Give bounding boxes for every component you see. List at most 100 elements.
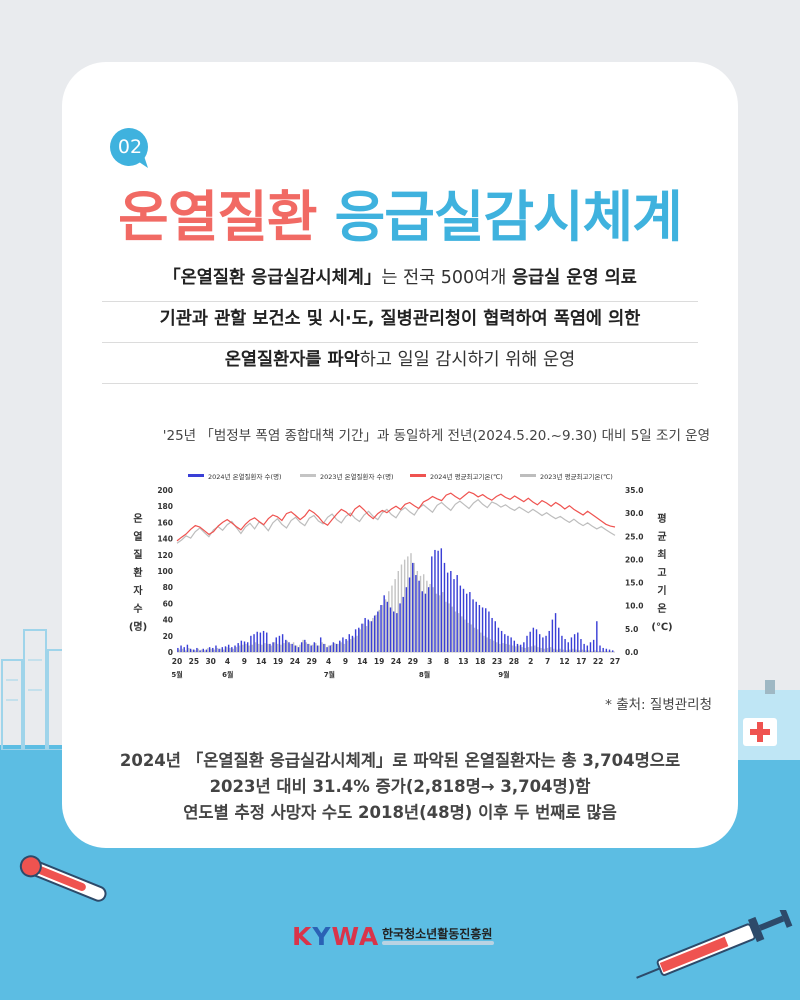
bar-2024 xyxy=(335,643,338,652)
description-line: 「온열질환 응급실감시체계」는 전국 500여개 응급실 운영 의료 xyxy=(102,262,698,302)
bar-2023 xyxy=(508,644,511,652)
bar-2024 xyxy=(491,617,493,652)
bar-2024 xyxy=(408,577,411,652)
bar-2024 xyxy=(437,550,439,652)
bar-2023 xyxy=(394,579,396,652)
bar-2024 xyxy=(354,629,357,652)
bar-2023 xyxy=(308,643,311,652)
y-left-tick-label: 160 xyxy=(157,518,173,527)
bar-2024 xyxy=(494,621,496,652)
bar-2024 xyxy=(608,649,611,652)
bar-2024 xyxy=(348,634,350,652)
bar-2023 xyxy=(188,647,190,652)
bar-2024 xyxy=(392,611,395,652)
bar-2024 xyxy=(532,627,535,652)
y-left-label-char: 열 xyxy=(133,530,142,543)
bar-2024 xyxy=(453,579,455,652)
bar-2024 xyxy=(450,571,452,652)
y-left-tick-label: 100 xyxy=(157,567,173,576)
bar-2024 xyxy=(218,648,220,652)
bar-2024 xyxy=(415,575,417,652)
bar-2024 xyxy=(510,637,512,652)
bar-2023 xyxy=(607,651,609,652)
summary-line: 2023년 대비 31.4% 증가(2,818명→ 3,704명)함 xyxy=(209,777,591,796)
x-tick-label: 24 xyxy=(391,657,401,666)
bar-2024 xyxy=(535,629,538,652)
speech-bubble-icon xyxy=(110,128,148,168)
logo-mark: KYWA xyxy=(292,922,379,951)
bar-2023 xyxy=(451,606,453,652)
bar-2024 xyxy=(580,639,582,652)
bar-2023 xyxy=(419,575,422,652)
bar-2023 xyxy=(372,617,374,652)
bar-2024 xyxy=(386,601,389,652)
bar-2023 xyxy=(505,643,507,652)
x-tick-label: 23 xyxy=(492,657,502,666)
legend-label: 2024년 온열질환자 수(명) xyxy=(208,472,282,481)
bar-2023 xyxy=(242,644,244,652)
bar-2023 xyxy=(495,642,498,652)
bar-2024 xyxy=(507,635,509,652)
bar-2023 xyxy=(476,629,479,652)
bar-2024 xyxy=(485,608,487,652)
bar-2023 xyxy=(588,650,590,652)
y-left-tick-label: 140 xyxy=(157,535,173,544)
syringe-icon xyxy=(636,910,793,979)
bar-2023 xyxy=(238,645,241,652)
x-month-label: 6월 xyxy=(222,670,233,679)
x-tick-label: 4 xyxy=(225,657,230,666)
bar-2023 xyxy=(257,643,260,652)
bar-2023 xyxy=(422,574,425,652)
bar-2024 xyxy=(345,639,347,652)
y-right-label-char: 기 xyxy=(657,584,666,597)
bar-2023 xyxy=(591,651,593,652)
page-title: 온열질환 응급실감시체계 xyxy=(0,172,800,252)
bar-2024 xyxy=(504,634,506,652)
organization-name: 한국청소년활동진흥원 xyxy=(382,927,493,941)
bar-2023 xyxy=(346,640,349,652)
bar-2024 xyxy=(399,603,401,652)
bar-2024 xyxy=(300,642,303,652)
bar-2023 xyxy=(229,647,231,652)
bar-2023 xyxy=(251,644,254,652)
bar-2023 xyxy=(457,613,460,652)
bar-2023 xyxy=(568,649,571,652)
bar-2024 xyxy=(462,588,465,652)
bar-2024 xyxy=(478,605,481,652)
bar-2024 xyxy=(208,647,211,652)
description-bold: 기관과 관할 보건소 및 시·도, 질병관리청이 협력하여 폭염에 의한 xyxy=(159,309,641,329)
y-right-tick-label: 30.0 xyxy=(625,509,644,518)
bar-2024 xyxy=(513,640,516,652)
bar-2024 xyxy=(456,575,458,652)
bar-2023 xyxy=(340,642,342,652)
bar-2023 xyxy=(537,647,539,652)
bar-2023 xyxy=(467,622,469,652)
bar-2024 xyxy=(602,647,604,652)
bar-2024 xyxy=(529,631,531,652)
bar-2023 xyxy=(226,647,228,652)
bar-2024 xyxy=(332,642,335,652)
bar-2024 xyxy=(440,548,443,652)
x-tick-label: 14 xyxy=(357,657,367,666)
bar-2023 xyxy=(264,643,266,652)
y-left-label-char: (명) xyxy=(129,620,147,633)
bar-2023 xyxy=(207,647,209,652)
bar-2023 xyxy=(315,643,317,652)
y-right-tick-label: 25.0 xyxy=(625,532,644,541)
bar-2023 xyxy=(511,645,514,652)
x-tick-label: 19 xyxy=(374,657,384,666)
bar-2023 xyxy=(534,645,536,652)
logo-letter: WA xyxy=(331,922,380,951)
bar-2023 xyxy=(337,643,339,652)
bar-2023 xyxy=(400,564,403,652)
bar-2024 xyxy=(589,642,592,652)
bar-2023 xyxy=(559,648,561,652)
x-tick-label: 14 xyxy=(256,657,266,666)
bar-2024 xyxy=(465,593,468,652)
summary-line: 연도별 추정 사망자 수도 2018년(48명) 이후 두 번째로 많음 xyxy=(183,803,617,822)
bar-2024 xyxy=(259,632,262,652)
thermometer-icon xyxy=(19,855,107,902)
bar-2023 xyxy=(327,645,330,652)
x-month-label: 7월 xyxy=(324,670,335,679)
x-tick-label: 28 xyxy=(509,657,519,666)
